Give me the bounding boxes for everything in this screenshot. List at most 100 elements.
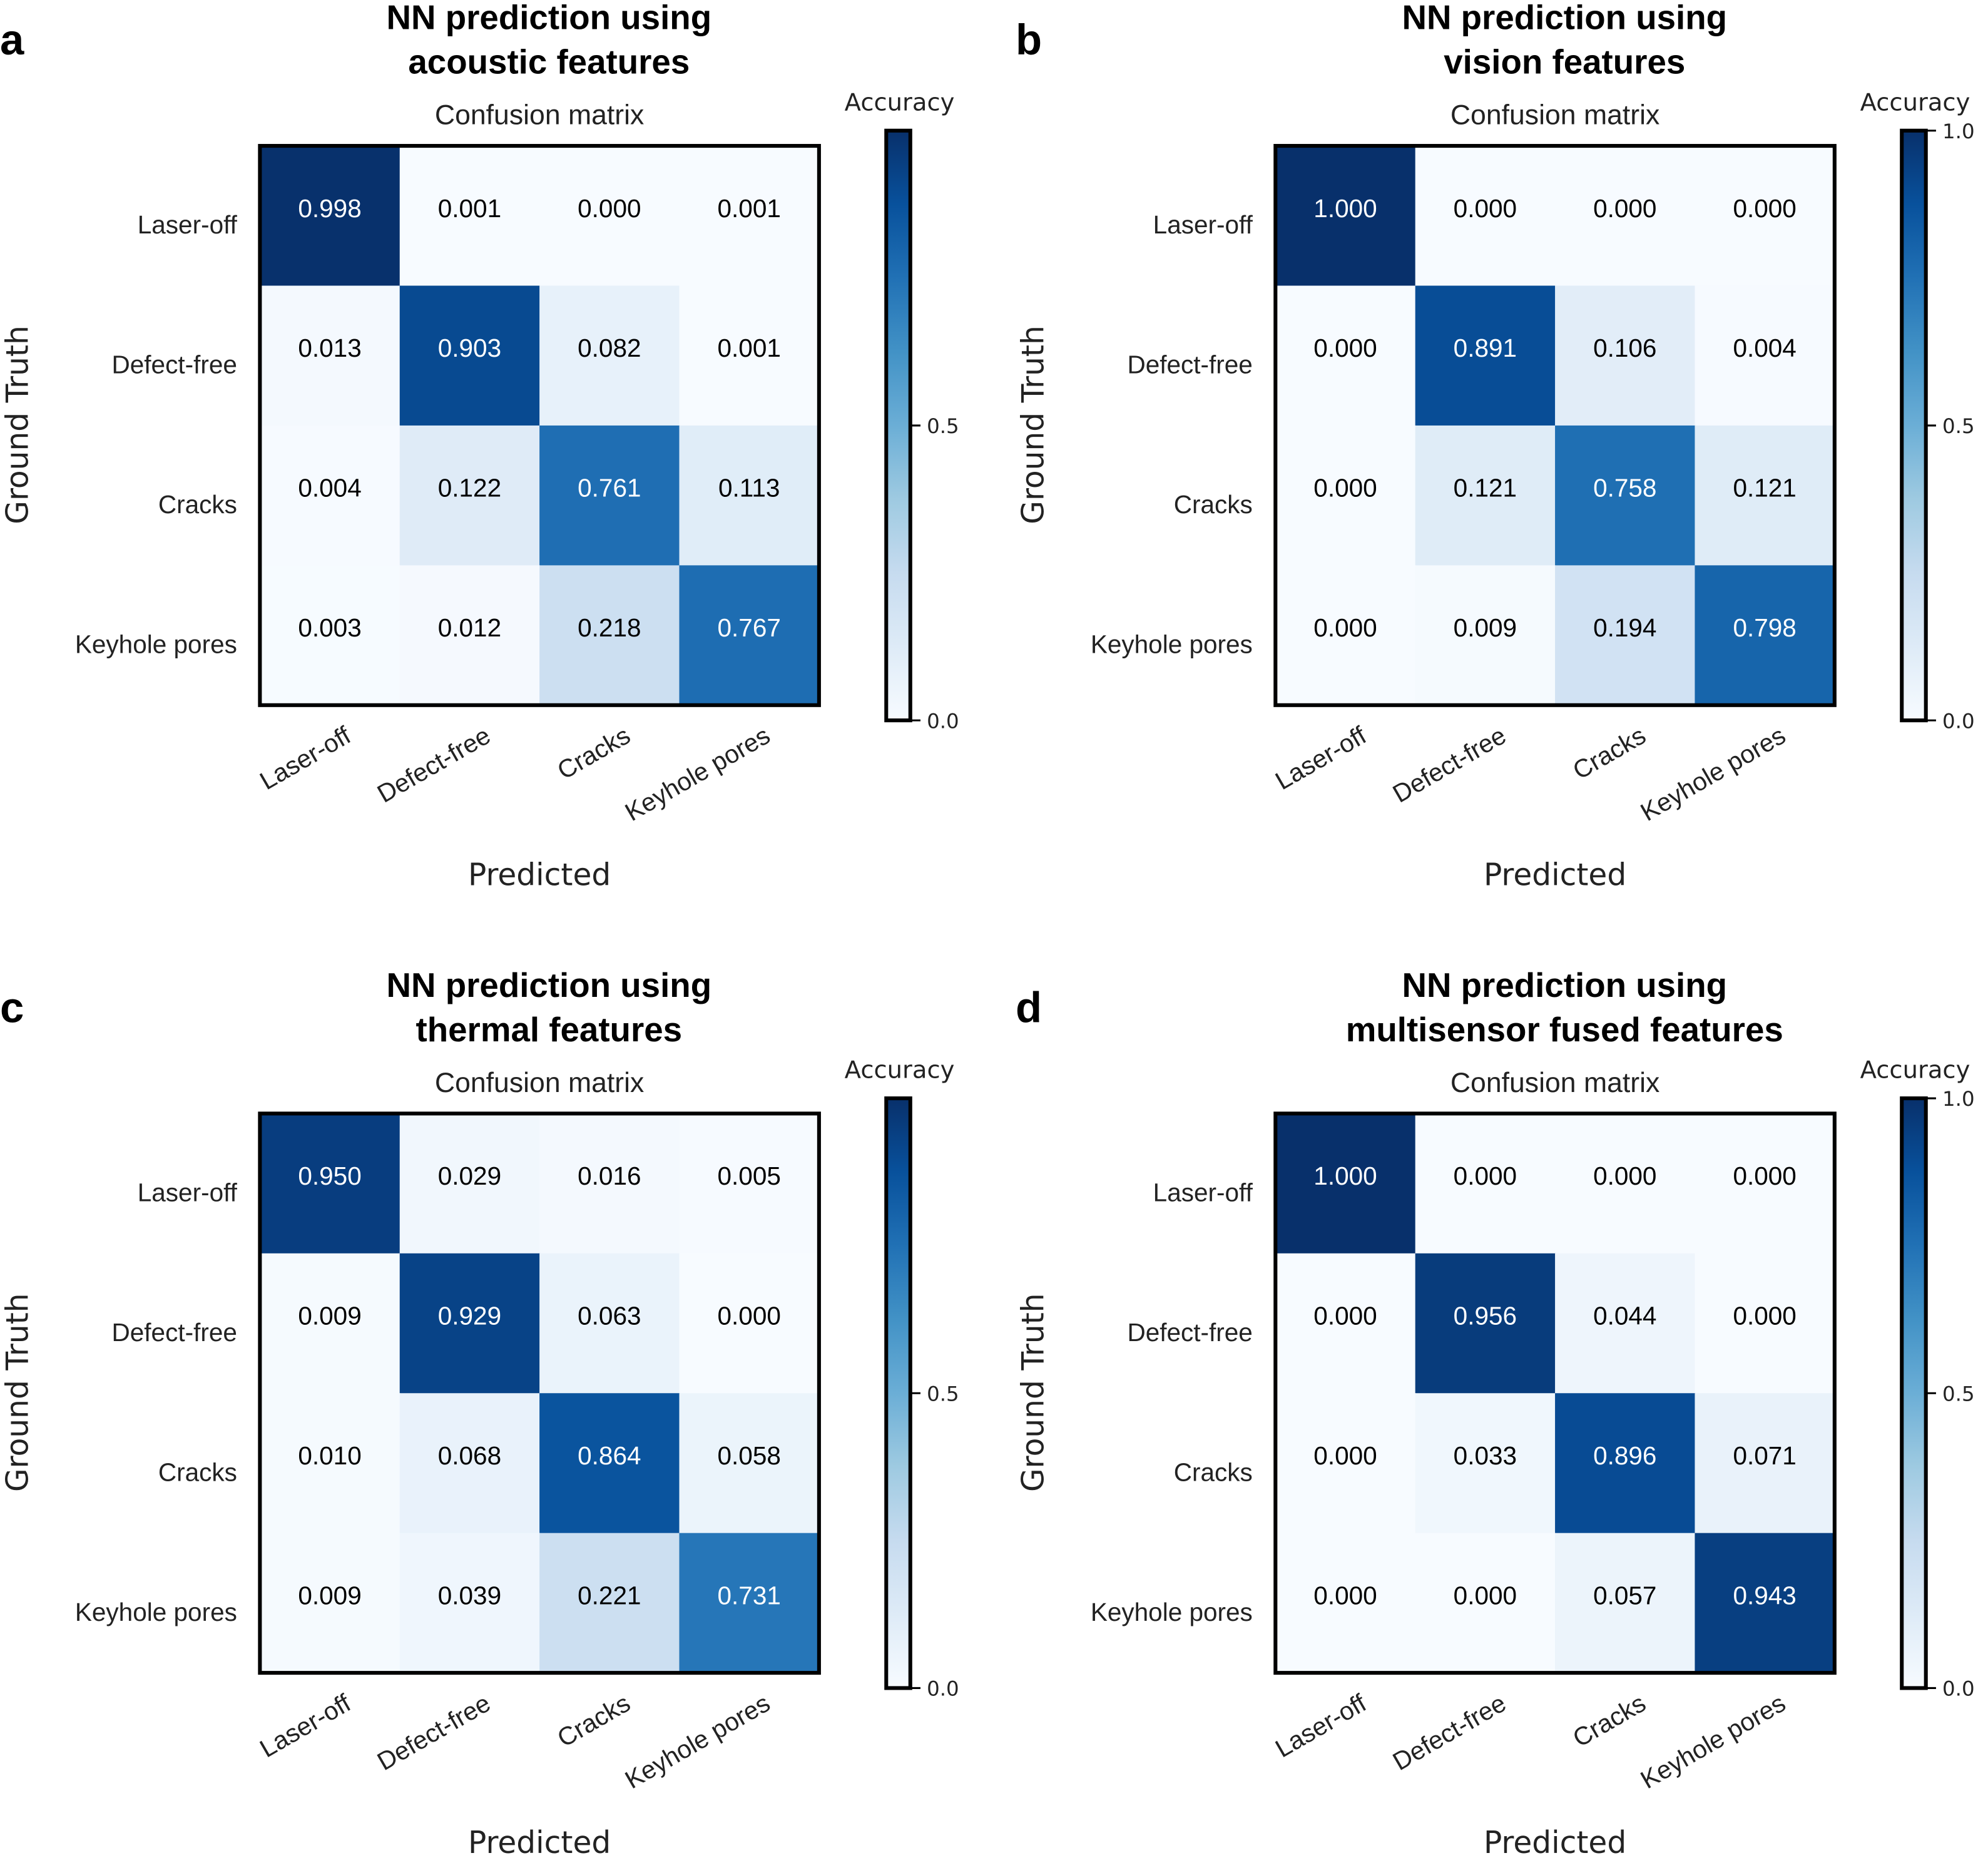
cell-value-label: 0.068 bbox=[438, 1441, 501, 1470]
matrix-subtitle: Confusion matrix bbox=[1450, 1068, 1659, 1098]
matrix-cell bbox=[1695, 425, 1835, 566]
cell-value-label: 0.000 bbox=[718, 1302, 781, 1330]
matrix-cell bbox=[1695, 1253, 1835, 1394]
matrix-cell bbox=[679, 285, 820, 426]
cell-value-label: 0.012 bbox=[438, 613, 501, 642]
matrix-cell bbox=[1695, 565, 1835, 706]
x-tick-label: Keyhole pores bbox=[620, 721, 775, 827]
y-tick-label: Keyhole pores bbox=[75, 1598, 237, 1626]
matrix-cell bbox=[539, 1533, 680, 1674]
matrix-cell bbox=[539, 285, 680, 426]
y-tick-label: Cracks bbox=[158, 1457, 237, 1486]
cell-value-label: 0.767 bbox=[718, 613, 781, 642]
cell-value-label: 0.003 bbox=[298, 613, 361, 642]
cell-value-label: 0.000 bbox=[1313, 1302, 1377, 1330]
y-tick-label: Laser-off bbox=[1153, 210, 1253, 239]
matrix-cell bbox=[1275, 565, 1416, 706]
colorbar-tick-label: 0.5 bbox=[1942, 414, 1975, 438]
colorbar-label: Accuracy bbox=[845, 88, 955, 116]
cell-value-label: 0.000 bbox=[1733, 1161, 1796, 1190]
matrix-cell bbox=[260, 1253, 400, 1394]
matrix-cell bbox=[1695, 146, 1835, 287]
matrix-cell bbox=[539, 565, 680, 706]
matrix-cell bbox=[1555, 425, 1696, 566]
cell-value-label: 0.891 bbox=[1454, 334, 1517, 362]
cell-value-label: 0.044 bbox=[1593, 1302, 1656, 1330]
cell-value-label: 0.896 bbox=[1593, 1441, 1656, 1470]
x-tick-label: Cracks bbox=[1568, 1688, 1651, 1753]
cell-value-label: 0.998 bbox=[298, 194, 361, 223]
matrix-cell bbox=[679, 1393, 820, 1534]
matrix-cell bbox=[260, 1113, 400, 1254]
x-axis-label: Predicted bbox=[1484, 858, 1626, 893]
cell-value-label: 0.000 bbox=[1733, 1302, 1796, 1330]
matrix-cell bbox=[1555, 1533, 1696, 1674]
y-axis-label: Ground Truth bbox=[1, 325, 36, 524]
matrix-cell bbox=[539, 1113, 680, 1254]
cell-value-label: 0.000 bbox=[578, 194, 641, 223]
cell-value-label: 0.000 bbox=[1313, 474, 1377, 503]
matrix-cell bbox=[260, 565, 400, 706]
matrix-cell bbox=[1275, 285, 1416, 426]
panel-b: b NN prediction using vision features Confu… bbox=[1016, 0, 1975, 893]
matrix-cell bbox=[1555, 285, 1696, 426]
panel-title-line-1: NN prediction using bbox=[387, 966, 712, 1004]
y-tick-label: Defect-free bbox=[112, 350, 237, 379]
matrix-cell bbox=[539, 146, 680, 287]
x-tick-label: Keyhole pores bbox=[1636, 1688, 1790, 1794]
matrix-cell bbox=[260, 425, 400, 566]
panel-label: b bbox=[1016, 16, 1042, 64]
colorbar-tick-label: 0.5 bbox=[927, 1382, 959, 1406]
cell-value-label: 0.000 bbox=[1313, 1441, 1377, 1470]
matrix-frame bbox=[258, 1111, 821, 1675]
matrix-cell bbox=[539, 425, 680, 566]
matrix-cell bbox=[1415, 1533, 1556, 1674]
cell-value-label: 0.113 bbox=[718, 474, 780, 503]
matrix-subtitle: Confusion matrix bbox=[1450, 100, 1659, 131]
panel-title-line-2: acoustic features bbox=[408, 43, 690, 81]
matrix-cell bbox=[1275, 1113, 1416, 1254]
panel-label: d bbox=[1016, 983, 1042, 1031]
colorbar-tick-label: 0.0 bbox=[927, 709, 959, 733]
matrix-cell bbox=[260, 285, 400, 426]
x-tick-label: Defect-free bbox=[1388, 721, 1511, 809]
matrix-cell bbox=[399, 285, 541, 426]
cell-value-label: 0.731 bbox=[718, 1581, 781, 1610]
y-axis-label: Ground Truth bbox=[1016, 1293, 1051, 1492]
panel-d: d NN prediction using multisensor fused fe… bbox=[1016, 966, 1975, 1858]
panel-title-line-1: NN prediction using bbox=[1402, 966, 1727, 1004]
matrix-cell bbox=[399, 1113, 541, 1254]
cell-value-label: 0.016 bbox=[578, 1161, 641, 1190]
matrix-cell bbox=[539, 1393, 680, 1534]
cell-value-label: 0.929 bbox=[438, 1302, 501, 1330]
y-tick-label: Laser-off bbox=[138, 210, 238, 239]
cell-value-label: 0.221 bbox=[578, 1581, 641, 1610]
cell-value-label: 0.063 bbox=[578, 1302, 641, 1330]
y-tick-label: Laser-off bbox=[1153, 1178, 1253, 1207]
matrix-frame bbox=[1273, 1111, 1837, 1675]
matrix-cell bbox=[1415, 285, 1556, 426]
y-tick-label: Defect-free bbox=[1127, 350, 1252, 379]
x-tick-label: Cracks bbox=[553, 721, 635, 785]
x-tick-label: Cracks bbox=[1568, 721, 1651, 785]
cell-value-label: 0.058 bbox=[718, 1441, 781, 1470]
x-tick-label: Keyhole pores bbox=[1636, 721, 1790, 827]
matrix-cell bbox=[399, 1533, 541, 1674]
cell-value-label: 0.758 bbox=[1593, 474, 1656, 503]
cell-value-label: 0.000 bbox=[1454, 1581, 1517, 1610]
matrix-frame bbox=[1273, 144, 1837, 707]
cell-value-label: 0.000 bbox=[1454, 194, 1517, 223]
matrix-cell bbox=[679, 425, 820, 566]
matrix-cell bbox=[1415, 1393, 1556, 1534]
colorbar-label: Accuracy bbox=[1860, 1056, 1970, 1085]
panel-label: c bbox=[0, 983, 24, 1031]
colorbar-tick-label: 0.5 bbox=[927, 414, 959, 438]
matrix-cell bbox=[1695, 1113, 1835, 1254]
cell-value-label: 0.000 bbox=[1733, 194, 1796, 223]
cell-value-label: 0.761 bbox=[578, 474, 641, 503]
matrix-cell bbox=[1695, 1393, 1835, 1534]
x-tick-label: Defect-free bbox=[372, 1688, 496, 1776]
cell-value-label: 0.950 bbox=[298, 1161, 361, 1190]
cell-value-label: 0.000 bbox=[1593, 1161, 1656, 1190]
panel-title-line-2: thermal features bbox=[416, 1010, 683, 1049]
